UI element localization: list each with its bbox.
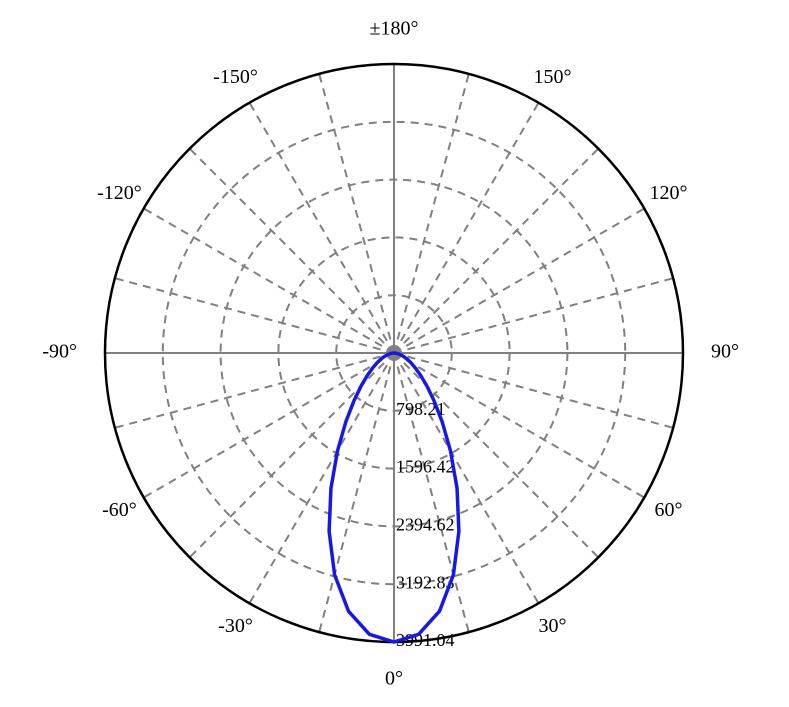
svg-text:±180°: ±180° bbox=[370, 18, 419, 40]
polar-chart: 798.211596.422394.623192.833991.040°30°6… bbox=[0, 0, 789, 707]
svg-text:-90°: -90° bbox=[42, 341, 77, 363]
svg-text:-120°: -120° bbox=[97, 182, 142, 204]
svg-text:90°: 90° bbox=[711, 341, 739, 363]
svg-text:60°: 60° bbox=[655, 499, 683, 521]
svg-text:-150°: -150° bbox=[213, 66, 258, 88]
svg-text:-30°: -30° bbox=[218, 615, 253, 637]
svg-text:3192.83: 3192.83 bbox=[396, 572, 455, 592]
svg-text:-60°: -60° bbox=[102, 499, 137, 521]
svg-text:120°: 120° bbox=[650, 182, 688, 204]
svg-text:0°: 0° bbox=[385, 668, 403, 690]
svg-text:2394.62: 2394.62 bbox=[396, 515, 455, 535]
svg-text:150°: 150° bbox=[534, 66, 572, 88]
svg-text:30°: 30° bbox=[539, 615, 567, 637]
svg-text:1596.42: 1596.42 bbox=[396, 457, 455, 477]
